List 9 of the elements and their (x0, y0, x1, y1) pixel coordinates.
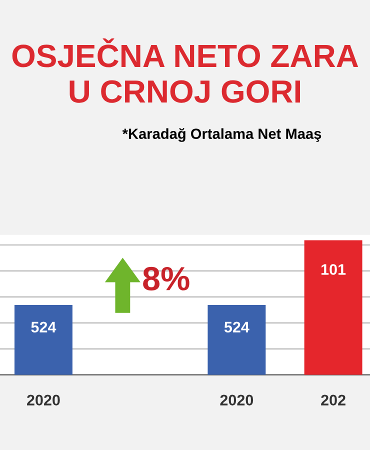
annotation: 101 (322, 264, 346, 275)
data-label: 524 (224, 322, 250, 333)
data-label: 524 (31, 322, 56, 333)
annotation: 8% (143, 266, 190, 290)
chart-title: OSJEČNA NETO ZARA U CRNOJ GORI (12, 38, 358, 103)
x-tick-label: 2020 (220, 394, 254, 406)
x-tick-label: 202 (321, 394, 346, 406)
chart-subtitle: *Karadağ Ortalama Net Maaş (122, 128, 322, 142)
x-tick-label: 2020 (27, 394, 60, 406)
